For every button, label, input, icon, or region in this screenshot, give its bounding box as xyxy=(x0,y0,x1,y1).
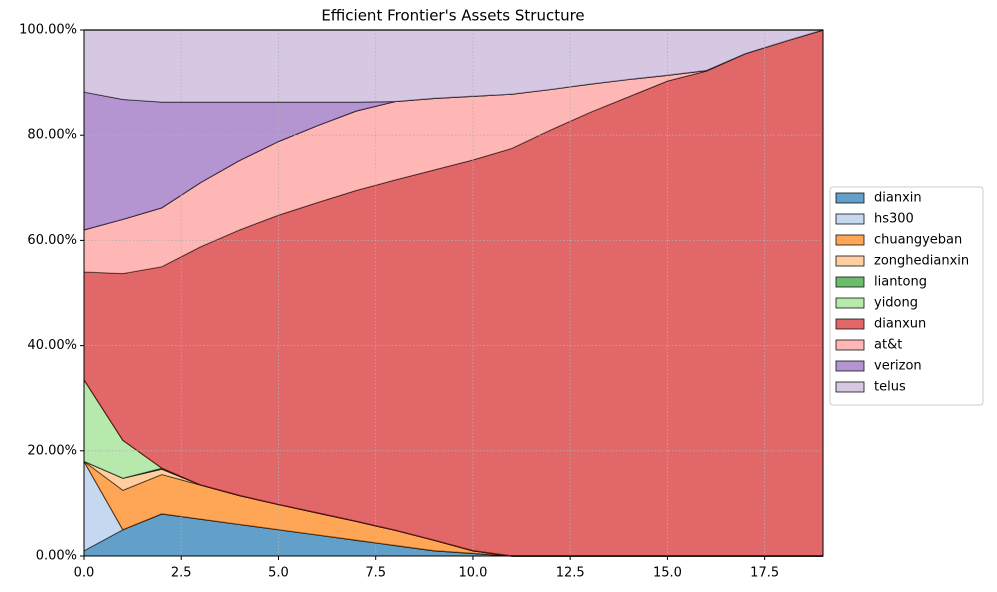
x-tick-label: 12.5 xyxy=(556,566,585,581)
legend-label: dianxin xyxy=(874,191,922,206)
area xyxy=(84,30,823,556)
legend-swatch xyxy=(835,381,865,393)
area xyxy=(84,513,823,556)
legend-swatch xyxy=(835,297,865,309)
legend-label: verizon xyxy=(874,359,922,374)
area xyxy=(84,30,823,103)
legend-label: at&t xyxy=(874,338,902,353)
y-tick-label: 80.00% xyxy=(27,128,77,143)
legend-label: telus xyxy=(874,380,906,395)
legend-swatch xyxy=(835,255,865,267)
y-tick-label: 60.00% xyxy=(27,233,77,248)
area xyxy=(84,461,823,556)
x-tick-label: 10.0 xyxy=(458,566,487,581)
y-tick-label: 100.00% xyxy=(19,23,77,38)
legend-swatch xyxy=(835,213,865,225)
legend-label: chuangyeban xyxy=(874,233,962,248)
area-edge xyxy=(83,29,824,275)
legend-label: hs300 xyxy=(874,212,914,227)
legend-swatch xyxy=(835,234,865,246)
y-tick-label: 40.00% xyxy=(27,338,77,353)
legend-label: liantong xyxy=(874,275,927,290)
plot-frame xyxy=(83,29,824,557)
legend-swatch xyxy=(835,360,865,372)
y-tick-label: 0.00% xyxy=(36,549,77,564)
chart-title: Efficient Frontier's Assets Structure xyxy=(321,7,584,25)
area xyxy=(84,461,823,556)
legend-swatch xyxy=(835,318,865,330)
y-tick-label: 20.00% xyxy=(27,443,77,458)
legend-swatch xyxy=(835,339,865,351)
area xyxy=(84,30,823,274)
x-tick-label: 2.5 xyxy=(171,566,192,581)
x-tick-label: 17.5 xyxy=(750,566,779,581)
x-tick-label: 7.5 xyxy=(365,566,386,581)
legend-swatch xyxy=(835,276,865,288)
x-tick-label: 0.0 xyxy=(74,566,95,581)
x-tick-label: 15.0 xyxy=(653,566,682,581)
legend-swatch xyxy=(835,192,865,204)
area xyxy=(84,30,823,230)
legend-label: zonghedianxin xyxy=(874,254,969,269)
legend-label: yidong xyxy=(874,296,918,311)
legend-label: dianxun xyxy=(874,317,926,332)
x-tick-label: 5.0 xyxy=(268,566,289,581)
legend-box xyxy=(829,186,984,406)
